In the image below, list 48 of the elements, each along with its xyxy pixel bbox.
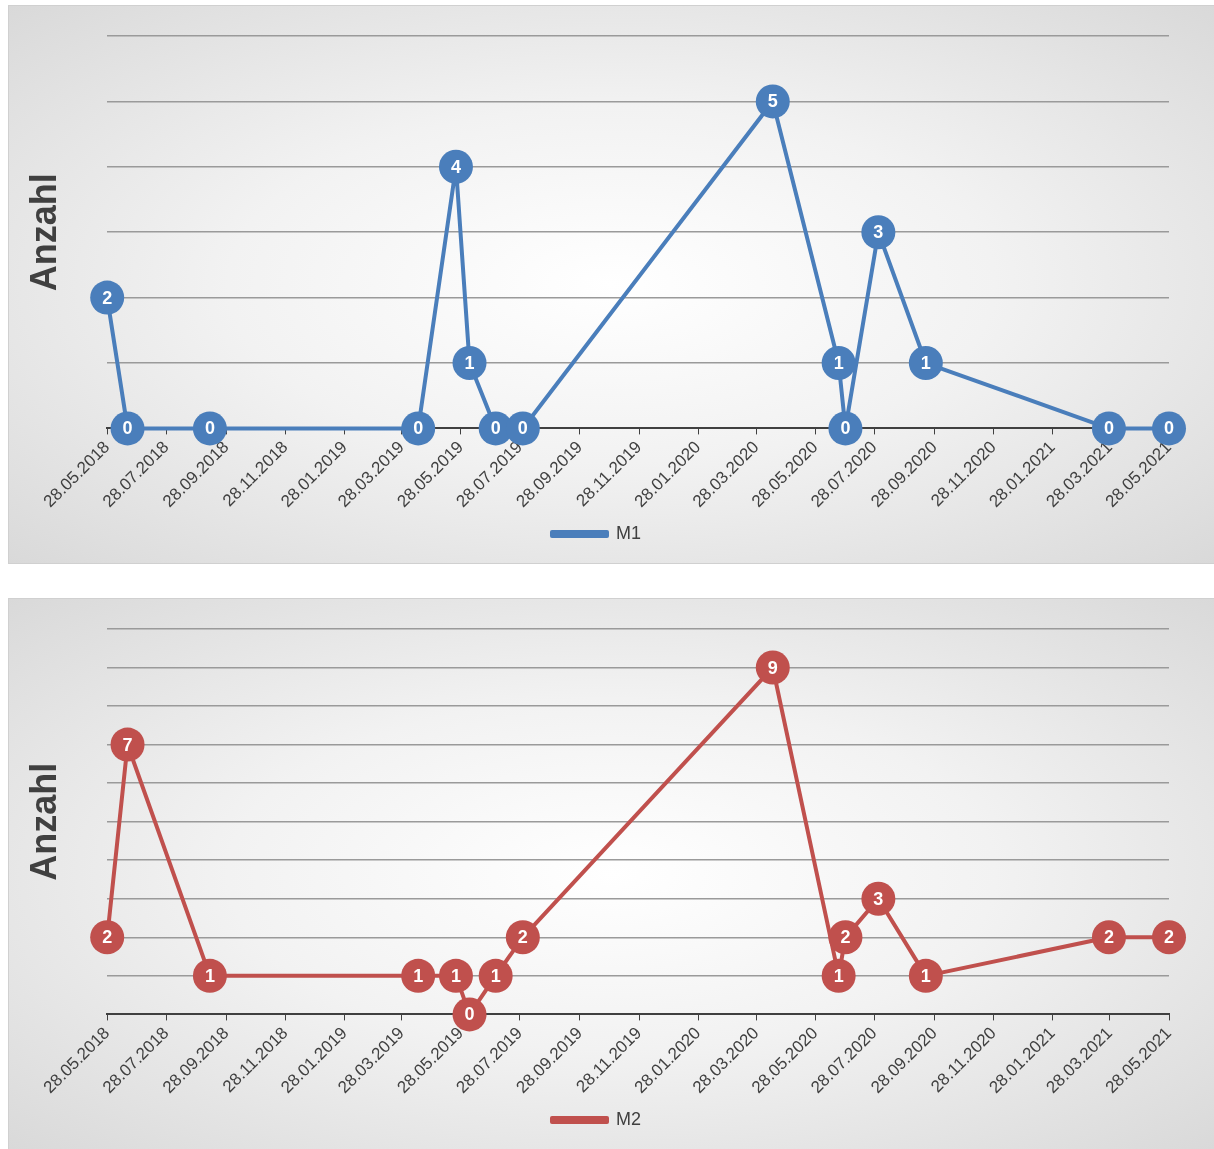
point: [90, 920, 125, 955]
data-label: 3: [873, 888, 884, 909]
point: [828, 920, 863, 955]
data-label: 2: [1163, 927, 1175, 948]
data-label: 0: [464, 1004, 475, 1025]
point: [90, 280, 125, 315]
data-label: 1: [920, 965, 931, 986]
data-label: 1: [833, 352, 844, 373]
data-label: 2: [102, 927, 113, 948]
legend-label: M1: [616, 522, 642, 543]
data-label: 1: [490, 965, 501, 986]
data-label: 2: [102, 287, 113, 308]
data-label: 0: [517, 418, 528, 439]
data-label: 1: [833, 965, 844, 986]
point: [438, 958, 473, 993]
point: [192, 958, 227, 993]
data-label: 0: [490, 418, 501, 439]
point: [505, 920, 540, 955]
data-label: 1: [450, 965, 461, 986]
data-label: 0: [840, 418, 851, 439]
data-label: 2: [1103, 927, 1114, 948]
data-label: 2: [840, 927, 851, 948]
point: [821, 958, 856, 993]
data-label: 1: [413, 965, 424, 986]
data-label: 0: [122, 418, 133, 439]
point: [478, 958, 513, 993]
point: [821, 346, 856, 381]
data-label: 0: [1103, 418, 1114, 439]
y-axis-title: Anzahl: [22, 762, 64, 881]
data-label: 0: [204, 418, 215, 439]
y-axis-title: Anzahl: [22, 173, 64, 292]
data-label: 1: [920, 352, 931, 373]
point: [908, 346, 943, 381]
data-label: 7: [122, 734, 133, 755]
point: [908, 958, 943, 993]
legend-label: M2: [616, 1108, 642, 1129]
data-label: 1: [464, 352, 475, 373]
point: [452, 346, 487, 381]
data-label: 3: [873, 222, 884, 243]
data-label: 4: [450, 156, 461, 177]
data-label: 5: [767, 91, 778, 112]
point: [110, 727, 145, 762]
data-label: 2: [517, 927, 528, 948]
data-label: 9: [767, 657, 778, 678]
data-label: 0: [1163, 418, 1175, 439]
point: [401, 958, 436, 993]
data-label: 1: [204, 965, 215, 986]
data-label: 0: [413, 418, 424, 439]
